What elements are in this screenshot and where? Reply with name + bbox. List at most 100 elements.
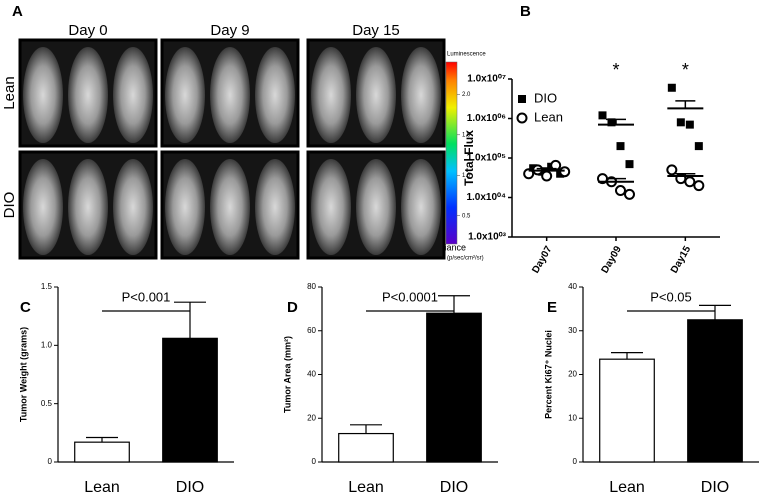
point — [625, 160, 634, 169]
point — [518, 95, 526, 103]
y-tick-label: 1.0x10⁰⁶ — [467, 113, 506, 124]
mouse — [210, 159, 250, 255]
legend-label: Lean — [534, 109, 563, 124]
y-tick-label: 60 — [307, 326, 316, 335]
y-tick-label: 1.0x10⁰⁵ — [467, 153, 507, 164]
bar — [426, 312, 482, 463]
column-label: Day 9 — [210, 22, 249, 39]
y-tick-label: 1.0x10⁰⁴ — [466, 192, 506, 203]
column-label: Day 15 — [352, 22, 400, 39]
mouse — [210, 47, 250, 143]
significance: * — [612, 60, 619, 80]
panel-label: D — [287, 299, 298, 316]
mouse — [356, 47, 396, 143]
mouse — [356, 159, 396, 255]
colorbar-units: (p/sec/cm²/sr) — [447, 256, 484, 262]
x-tick-label: DIO — [701, 479, 729, 496]
y-tick-label: 30 — [568, 326, 577, 335]
bar — [162, 337, 218, 463]
mouse — [255, 159, 295, 255]
radiance: Radiance — [428, 242, 466, 252]
mouse — [401, 159, 441, 255]
point — [616, 142, 625, 151]
panel-label: B — [520, 3, 531, 20]
mouse — [113, 47, 153, 143]
mouse — [68, 159, 108, 255]
bar — [599, 358, 655, 463]
point — [559, 166, 571, 178]
y-tick-label: 80 — [307, 282, 316, 291]
point — [694, 142, 703, 151]
panel-label: A — [12, 3, 23, 20]
colorbar-title: Luminescence — [447, 52, 486, 58]
y-tick-label: 0 — [312, 457, 317, 466]
annotation: P<0.001 — [122, 289, 171, 304]
colorbar-tick-label: 1.5 — [462, 132, 471, 138]
mouse — [165, 159, 205, 255]
point — [676, 118, 685, 127]
x-tick-label: Day15 — [669, 244, 693, 275]
mouse — [113, 159, 153, 255]
annotation: P<0.0001 — [382, 289, 438, 304]
mouse — [255, 47, 295, 143]
point — [624, 188, 635, 200]
x-tick-label: Day07 — [530, 244, 554, 275]
y-tick-label: 40 — [568, 282, 577, 291]
mouse — [311, 47, 351, 143]
point — [667, 83, 676, 92]
row-label: Lean — [1, 76, 18, 109]
point — [615, 185, 626, 197]
y-tick-label: 10 — [568, 413, 577, 422]
x-tick-label: Lean — [84, 479, 120, 496]
mouse — [165, 47, 205, 143]
y-axis-label: Percent Ki67⁺ Nuclei — [543, 330, 553, 419]
y-tick-label: 0 — [573, 457, 578, 466]
point — [607, 118, 616, 127]
point — [666, 164, 678, 176]
bar — [338, 432, 394, 463]
panel-a: A Radiance — [12, 3, 466, 252]
mouse — [311, 159, 351, 255]
y-axis-label: Tumor Area (mm²) — [282, 336, 292, 413]
mouse — [401, 47, 441, 143]
colorbar-tick-label: 1.0 — [462, 173, 471, 179]
y-axis-label: Total Flux — [462, 130, 476, 186]
legend-label: DIO — [534, 90, 557, 105]
point — [693, 180, 705, 192]
y-tick-label: 1.0x10⁰³ — [468, 232, 507, 243]
point — [541, 170, 553, 182]
panel-label: C — [20, 299, 31, 316]
significance: * — [682, 60, 689, 80]
y-tick-label: 40 — [307, 370, 316, 379]
point — [516, 112, 528, 124]
y-tick-label: 1.5 — [41, 282, 53, 291]
colorbar — [445, 61, 458, 245]
y-axis-label: Tumor Weight (grams) — [18, 327, 28, 422]
y-tick-label: 20 — [568, 370, 577, 379]
y-tick-label: 20 — [307, 413, 316, 422]
mouse — [23, 47, 63, 143]
bar — [74, 441, 130, 463]
point — [684, 176, 696, 188]
point — [685, 120, 694, 129]
x-tick-label: DIO — [176, 479, 204, 496]
point — [598, 111, 607, 120]
mouse — [68, 47, 108, 143]
colorbar-tick-label: 0.5 — [462, 213, 471, 219]
mouse — [23, 159, 63, 255]
x-tick-label: DIO — [440, 479, 468, 496]
panel-label: E — [547, 299, 557, 316]
row-label: DIO — [1, 192, 18, 219]
y-tick-label: 1.0x10⁰⁷ — [467, 74, 506, 85]
annotation: P<0.05 — [650, 289, 692, 304]
y-tick-label: 0 — [48, 457, 53, 466]
y-tick-label: 1.0 — [41, 340, 53, 349]
x-tick-label: Lean — [609, 479, 645, 496]
x-tick-label: Lean — [348, 479, 384, 496]
colorbar-tick-label: 2.0 — [462, 92, 471, 98]
x-tick-label: Day09 — [600, 244, 624, 275]
y-tick-label: 0.5 — [41, 399, 53, 408]
bar — [687, 319, 743, 463]
column-label: Day 0 — [68, 22, 107, 39]
